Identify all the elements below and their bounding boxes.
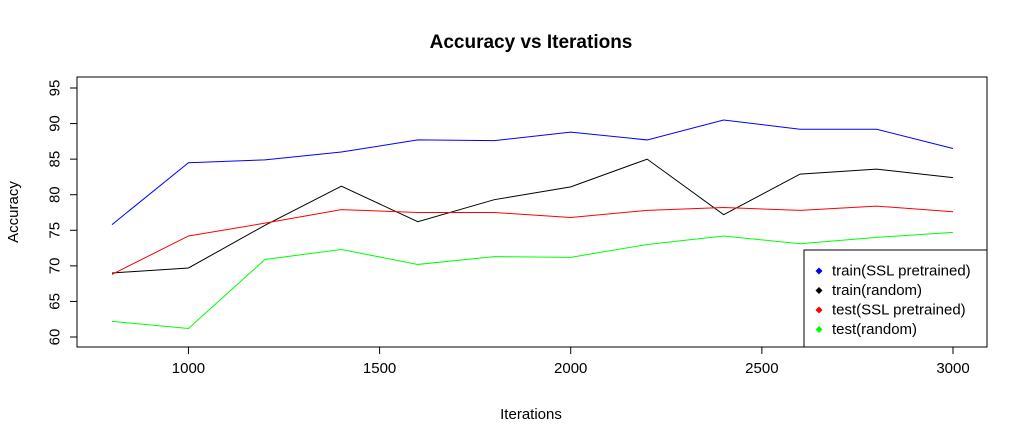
legend-label: train(random) (832, 282, 922, 299)
y-tick-label: 70 (47, 258, 64, 275)
legend-label: test(random) (832, 321, 917, 338)
series-line-1 (111, 158, 954, 274)
chart-title: Accuracy vs Iterations (430, 32, 633, 53)
x-axis: 1000 1500 2000 2500 3000 (172, 346, 970, 377)
legend-marker (815, 326, 823, 333)
x-tick-label: 2500 (745, 360, 778, 377)
x-tick-label: 2000 (554, 360, 587, 377)
legend-marker (815, 287, 823, 294)
series-line-2 (111, 205, 954, 275)
y-tick-label: 90 (47, 115, 64, 132)
y-tick-label: 80 (47, 186, 64, 203)
series-lines (111, 119, 954, 329)
series-line-3 (111, 231, 954, 329)
series-line-0 (111, 119, 954, 225)
x-tick-label: 1500 (363, 360, 396, 377)
x-tick-label: 1000 (172, 360, 205, 377)
y-axis-label: Accuracy (5, 181, 22, 243)
legend-label: test(SSL pretrained) (832, 302, 966, 319)
legend-marker (815, 267, 823, 275)
legend-marker (815, 306, 823, 314)
y-tick-label: 85 (47, 151, 64, 168)
y-tick-label: 95 (47, 80, 64, 97)
y-tick-label: 75 (47, 222, 64, 239)
y-tick-label: 65 (47, 293, 64, 310)
y-tick-label: 60 (47, 329, 64, 346)
x-axis-label: Iterations (500, 406, 562, 423)
legend: train(SSL pretrained) train(random) test(S… (803, 249, 988, 348)
y-axis: 60 65 70 75 80 85 90 95 (47, 80, 78, 346)
legend-box (803, 249, 988, 348)
x-tick-label: 3000 (936, 360, 969, 377)
legend-label: train(SSL pretrained) (832, 263, 971, 280)
